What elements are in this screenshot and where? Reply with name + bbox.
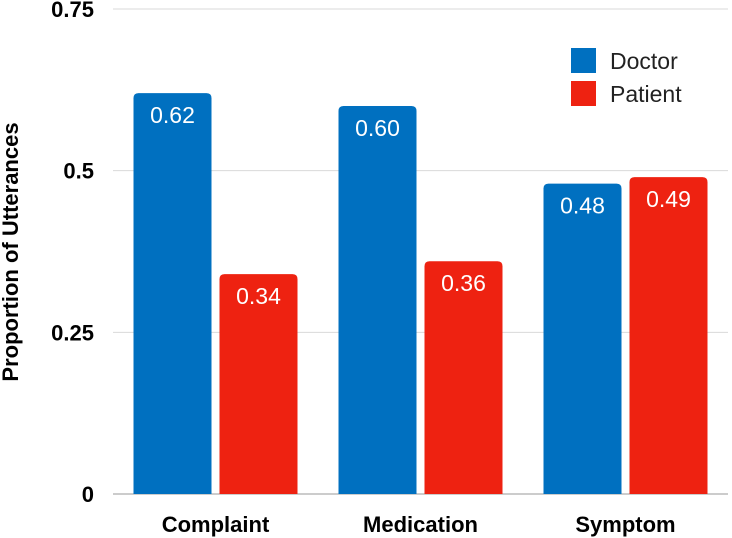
x-tick-label: Symptom xyxy=(575,512,675,537)
bar-doctor-symptom xyxy=(543,183,622,494)
legend-label-doctor: Doctor xyxy=(610,48,678,74)
x-tick-label: Medication xyxy=(363,512,478,537)
bar-patient-symptom xyxy=(629,177,708,494)
bar-patient-medication xyxy=(424,261,503,494)
x-tick-label: Complaint xyxy=(162,512,270,537)
x-axis-categories: Complaint Medication Symptom xyxy=(162,512,676,537)
data-label: 0.60 xyxy=(355,115,400,141)
y-tick-label: 0.75 xyxy=(51,0,94,22)
legend: Doctor Patient xyxy=(571,48,682,107)
legend-swatch-patient xyxy=(571,81,596,106)
data-label: 0.62 xyxy=(150,102,195,128)
y-tick-label: 0.25 xyxy=(51,320,94,345)
bar-doctor-complaint xyxy=(133,93,212,495)
data-label: 0.36 xyxy=(441,270,486,296)
data-label: 0.49 xyxy=(646,186,691,212)
bars: 0.62 0.34 0.60 0.36 0.48 0.49 xyxy=(133,93,708,495)
y-axis-ticks: 0 0.25 0.5 0.75 xyxy=(51,0,94,507)
bar-patient-complaint xyxy=(219,274,298,494)
y-axis-label: Proportion of Utterances xyxy=(0,122,23,381)
gridlines xyxy=(113,8,728,495)
legend-swatch-doctor xyxy=(571,48,596,73)
y-tick-label: 0 xyxy=(82,482,94,507)
y-tick-label: 0.5 xyxy=(63,159,94,184)
bar-doctor-medication xyxy=(338,106,417,494)
legend-label-patient: Patient xyxy=(610,81,682,107)
data-label: 0.48 xyxy=(560,193,605,219)
data-label: 0.34 xyxy=(236,283,281,309)
